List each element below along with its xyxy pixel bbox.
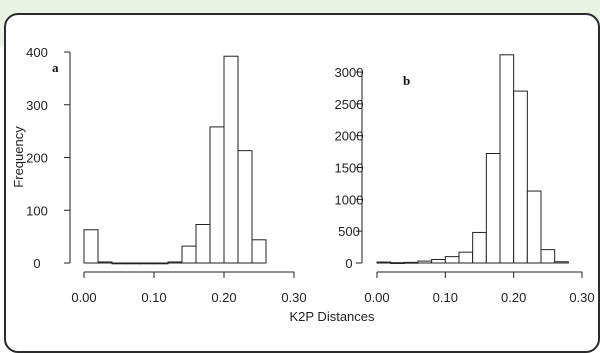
panel-b-bar [513,90,528,264]
panel-b-y-tick-label: 2500 [335,97,364,112]
panel-b-y-tick-label: 500 [338,224,360,239]
panel-a-bar [209,126,225,264]
panel-b-bar [431,258,446,264]
panel-b-bar [554,261,569,264]
panel-b-bar [417,260,433,264]
panel-a-y-tick-label: 400 [26,45,48,60]
panel-a-x-tick-label: 0.30 [281,290,306,305]
panel-b-y-tick-label: 1000 [335,192,364,207]
panel-a-label: a [52,60,59,75]
panel-a-y-tick-label: 100 [26,203,48,218]
panel-b-y-tick-label: 0 [345,256,352,271]
panel-a-bar [83,229,99,264]
panel-b-bar [472,231,487,264]
y-axis-label: Frequency [11,126,26,188]
panel-b-bar [444,256,460,264]
panel-a-bar [139,262,155,265]
panel-a-bar [167,261,183,264]
panel-a-x-tick-label: 0.00 [71,290,96,305]
panel-b-bar [540,249,556,264]
panel-b-label: b [403,73,410,88]
panel-a-bar [195,223,211,264]
panel-b-y-tick-label: 1500 [335,161,364,176]
panel-b-bar [458,251,474,264]
panel-b-y-tick-label: 2000 [335,129,364,144]
panel-a-bar [153,262,169,265]
panel-b-bar [390,262,405,264]
panel-a-bar [181,245,197,264]
panel-a-bar [111,262,127,265]
panel-b-bar [376,261,392,264]
panel-b-x-tick-label: 0.20 [501,290,526,305]
panel-b-x-tick-label: 0.10 [433,290,458,305]
panel-b-x-tick-label: 0.30 [569,290,594,305]
panel-a-y-tick-label: 200 [26,151,48,166]
panel-b-bar [526,190,542,264]
histogram-figure: Frequency K2P Distances 0 100 200 300 400 0.0… [11,45,595,324]
panel-a-bar [125,262,141,265]
panel-b-bar [499,54,515,264]
panel-a-bar [237,150,253,264]
panel-a-bar [251,239,267,264]
panel-b-bar [403,261,419,264]
panel-a-bar [223,55,239,264]
panel-a-bar [97,261,113,264]
panel-a-y-tick-label: 300 [26,98,48,113]
panel-b-bar [485,152,501,264]
panel-a-x-tick-label: 0.20 [211,290,236,305]
panel-a-y-tick-label: 0 [33,256,40,271]
panel-b-x-tick-label: 0.00 [364,290,389,305]
x-axis-label: K2P Distances [289,309,375,324]
panel-b-y-tick-label: 3000 [335,65,364,80]
panel-a-x-tick-label: 0.10 [141,290,166,305]
